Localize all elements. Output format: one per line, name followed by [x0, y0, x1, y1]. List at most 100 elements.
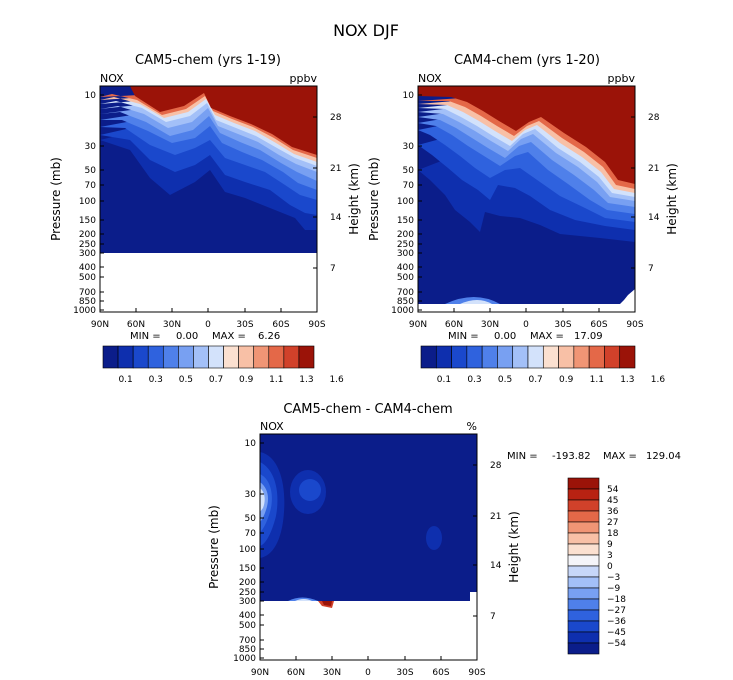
- pressure-tick: 400: [239, 611, 256, 621]
- colorbar-swatch: [567, 521, 600, 534]
- pressure-tick: 10: [85, 91, 97, 101]
- pressure-tick: 50: [85, 166, 97, 176]
- colorbar-swatch: [558, 345, 575, 369]
- pressure-tick: 1000: [391, 306, 414, 316]
- pressure-tick: 850: [79, 297, 96, 307]
- colorbar-label: 0.3: [467, 375, 481, 385]
- min-value: -193.82: [552, 451, 591, 462]
- pressure-tick: 70: [245, 529, 257, 539]
- panel-title: CAM5-chem (yrs 1-19): [135, 53, 281, 68]
- variable-label: NOX: [418, 72, 442, 85]
- pressure-tick: 250: [397, 240, 414, 250]
- colorbar-swatch: [567, 620, 600, 633]
- latitude-axis: 90N 60N 30N 0 30S 60S 90S: [91, 308, 326, 330]
- colorbar-swatch: [268, 345, 285, 369]
- lat-tick: 30S: [554, 320, 571, 330]
- colorbar-labels: 0.1 0.3 0.5 0.7 0.9 1.1 1.3 1.6: [437, 375, 666, 385]
- lat-tick: 0: [523, 320, 529, 330]
- y-axis-label: Pressure (mb): [49, 157, 63, 241]
- pressure-tick: 700: [397, 288, 414, 298]
- pressure-tick: 300: [239, 597, 256, 607]
- colorbar-cam5: 0.1 0.3 0.5 0.7 0.9 1.1 1.3 1.6: [102, 345, 344, 385]
- colorbar-label: 3: [607, 551, 613, 561]
- pressure-tick: 150: [79, 216, 96, 226]
- lat-tick: 90S: [626, 320, 643, 330]
- max-value: 129.04: [646, 451, 681, 462]
- colorbar-swatch: [102, 345, 119, 369]
- max-label: MAX =: [530, 331, 564, 342]
- colorbar-label: 18: [607, 529, 619, 539]
- pressure-tick: 400: [397, 263, 414, 273]
- pressure-tick: 70: [85, 181, 97, 191]
- y2-axis-label: Height (km): [347, 163, 361, 234]
- pressure-tick: 70: [403, 181, 415, 191]
- pressure-tick: 700: [239, 636, 256, 646]
- pressure-tick: 300: [397, 249, 414, 259]
- min-max-line: MIN = 0.00 MAX = 6.26: [130, 331, 280, 342]
- contour-field: [260, 434, 477, 660]
- height-tick: 21: [648, 164, 659, 174]
- colorbar-swatch: [567, 543, 600, 556]
- colorbar-swatch: [208, 345, 224, 369]
- colorbar-label: −54: [607, 639, 626, 649]
- lat-tick: 30N: [323, 668, 341, 678]
- colorbar-label: 1.6: [651, 375, 666, 385]
- colorbar-label: 0.5: [179, 375, 193, 385]
- lat-tick: 90S: [468, 668, 485, 678]
- min-label: MIN =: [507, 451, 538, 462]
- max-label: MAX =: [212, 331, 246, 342]
- colorbar-label: 36: [607, 507, 619, 517]
- colorbar-swatches: [420, 345, 636, 369]
- height-tick: 7: [330, 264, 336, 274]
- pressure-tick: 100: [79, 197, 96, 207]
- colorbar-swatch: [567, 642, 600, 655]
- colorbar-swatch: [466, 345, 483, 369]
- colorbar-swatch: [147, 345, 164, 369]
- pressure-tick: 50: [403, 166, 415, 176]
- pressure-tick: 850: [239, 645, 256, 655]
- colorbar-label: 0.9: [559, 375, 574, 385]
- latitude-axis: 90N 60N 30N 0 30S 60S 90S: [409, 308, 644, 330]
- colorbar-label: −36: [607, 617, 626, 627]
- pressure-tick: 30: [245, 490, 257, 500]
- contour-band: [130, 86, 317, 155]
- colorbar-label: 1.1: [590, 375, 604, 385]
- height-axis: 28 21 14 7: [631, 113, 660, 274]
- lat-tick: 90N: [91, 320, 109, 330]
- lat-tick: 60N: [445, 320, 463, 330]
- latitude-axis: 90N 60N 30N 0 30S 60S 90S: [251, 656, 486, 678]
- lat-tick: 60N: [287, 668, 305, 678]
- pressure-tick: 150: [397, 216, 414, 226]
- lat-tick: 90N: [251, 668, 269, 678]
- colorbar-label: 0.1: [437, 375, 451, 385]
- colorbar-swatch: [223, 345, 239, 369]
- colorbar-label: 1.1: [269, 375, 283, 385]
- height-tick: 7: [490, 612, 496, 622]
- units-label: ppbv: [290, 72, 318, 85]
- colorbar-label: −9: [607, 584, 621, 594]
- pressure-tick: 50: [245, 514, 257, 524]
- colorbar-label: 1.6: [329, 375, 344, 385]
- colorbar-label: 54: [607, 485, 619, 495]
- colorbar-swatch: [253, 345, 270, 369]
- colorbar-label: −3: [607, 573, 620, 583]
- pressure-tick: 500: [79, 273, 96, 283]
- lat-tick: 90N: [409, 320, 427, 330]
- pressure-tick: 500: [397, 273, 414, 283]
- colorbar-swatch: [567, 598, 600, 611]
- colorbar-swatch: [567, 499, 600, 512]
- colorbar-label: 0.3: [149, 375, 163, 385]
- colorbar-swatches: [102, 345, 315, 369]
- min-max-line: MIN = -193.82 MAX = 129.04: [507, 451, 681, 462]
- lat-tick: 60N: [127, 320, 145, 330]
- pressure-tick: 100: [397, 197, 414, 207]
- colorbar-label: −45: [607, 628, 626, 638]
- contour-band: [322, 601, 332, 606]
- colorbar-swatch: [193, 345, 209, 369]
- height-tick: 28: [648, 113, 660, 123]
- colorbar-swatch: [567, 565, 600, 578]
- max-label: MAX =: [603, 451, 637, 462]
- units-label: %: [467, 420, 477, 433]
